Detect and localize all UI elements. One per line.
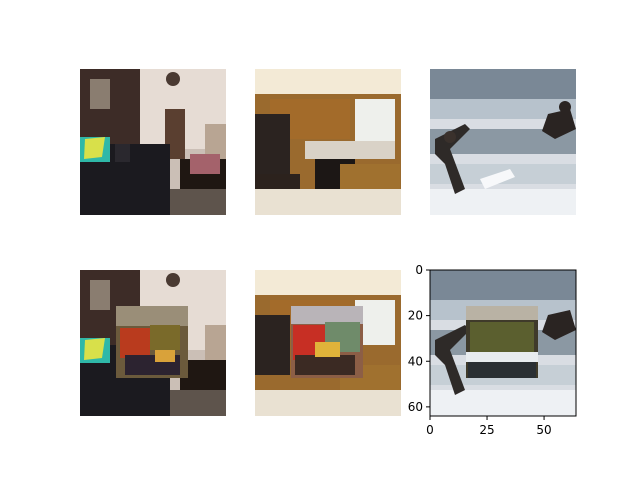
image-living-room-original [80,69,226,215]
y-axis: 0 20 40 60 [408,263,430,414]
image-living-room-patched [80,270,226,416]
y-tick-label: 60 [408,400,423,414]
x-tick-label: 25 [479,423,494,437]
x-axis: 0 25 50 [426,416,552,437]
image-surf-original [430,69,576,215]
inserted-patch [291,306,363,378]
image-kitchen-patched [255,270,401,416]
x-tick-label: 50 [536,423,551,437]
y-tick-label: 0 [415,263,423,277]
inserted-patch [466,306,538,378]
x-tick-label: 0 [426,423,434,437]
image-surf-patched [430,270,576,416]
y-tick-label: 20 [408,309,423,323]
image-kitchen-original [255,69,401,215]
y-tick-label: 40 [408,354,423,368]
inserted-patch [116,306,188,378]
